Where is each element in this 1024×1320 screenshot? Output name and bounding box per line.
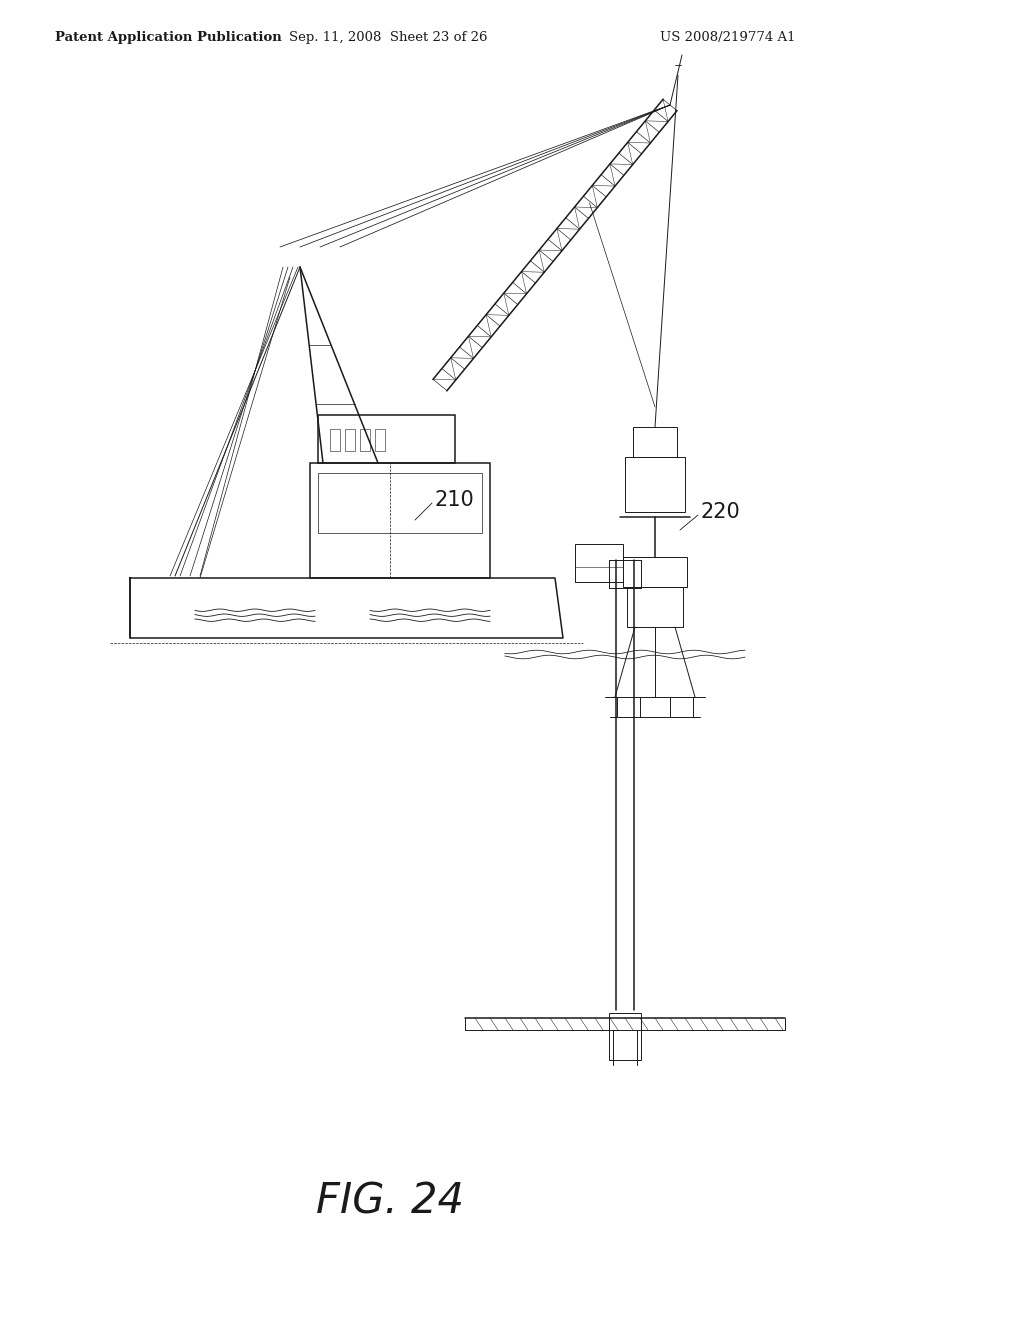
Bar bbox=[310, 463, 490, 578]
Bar bbox=[633, 426, 677, 457]
Bar bbox=[627, 587, 683, 627]
Bar bbox=[375, 429, 385, 451]
Bar bbox=[330, 429, 340, 451]
Text: 210: 210 bbox=[435, 490, 475, 510]
Bar bbox=[575, 544, 623, 582]
Bar bbox=[360, 429, 370, 451]
Text: FIG. 24: FIG. 24 bbox=[316, 1181, 464, 1224]
Bar bbox=[345, 429, 355, 451]
Bar bbox=[623, 557, 687, 587]
Text: US 2008/219774 A1: US 2008/219774 A1 bbox=[660, 30, 796, 44]
Text: Sep. 11, 2008  Sheet 23 of 26: Sep. 11, 2008 Sheet 23 of 26 bbox=[289, 30, 487, 44]
Text: 220: 220 bbox=[700, 502, 739, 521]
Text: Patent Application Publication: Patent Application Publication bbox=[55, 30, 282, 44]
Bar bbox=[318, 414, 455, 463]
Bar bbox=[318, 473, 482, 533]
Bar bbox=[625, 457, 685, 512]
Bar bbox=[609, 1012, 641, 1060]
